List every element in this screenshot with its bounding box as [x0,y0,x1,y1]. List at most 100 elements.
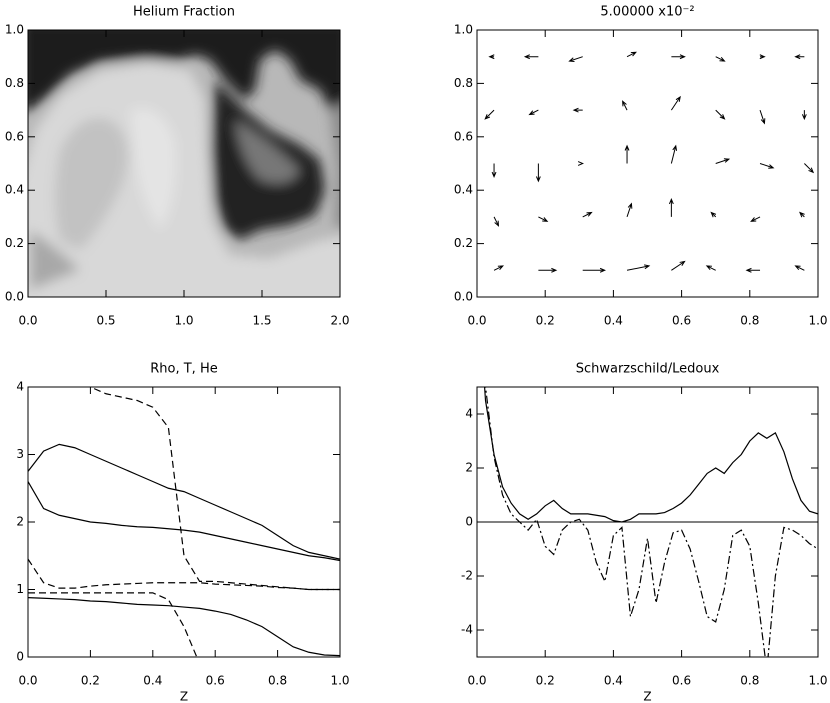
x-tick-label: 0.0 [18,314,37,328]
vector-arrow [671,54,686,60]
vector-arrow [745,267,761,273]
plot-area [28,387,340,657]
y-tick-label: 3 [16,447,24,461]
y-tick-label: 1.0 [5,23,24,37]
x-tick-label: 0.8 [268,674,287,688]
axes-frame [27,386,341,658]
vector-arrow [670,144,678,164]
x-tick-label: 1.0 [808,674,827,688]
axes-frame [476,29,819,298]
y-tick-label: 0.4 [5,183,24,197]
x-tick-label: 0.6 [672,674,691,688]
vector-arrow [626,202,633,218]
y-tick-label: 0.0 [5,290,24,304]
x-tick-label: 2.0 [330,314,349,328]
line-series [28,597,340,657]
y-tick-label: 0.0 [454,290,473,304]
y-tick-label: 4 [465,407,473,421]
x-tick-label: 0.6 [206,674,225,688]
line-series [484,387,818,657]
vector-arrow [705,265,716,271]
vector-arrow [794,265,805,271]
vector-arrow [801,110,807,121]
vector-arrow [804,163,815,174]
vector-arrow [538,267,558,273]
x-tick-label: 0.8 [740,314,759,328]
y-tick-label: 1.0 [454,23,473,37]
y-tick-label: 0 [16,650,24,664]
vector-arrow [535,163,541,183]
vector-arrow [715,158,731,164]
vector-arrow [750,216,761,222]
x-tick-label: 0.4 [604,314,623,328]
vector-arrow [624,144,630,164]
y-tick-label: 4 [16,380,24,394]
plot-area [477,387,818,657]
y-tick-label: -2 [461,569,473,583]
vector-arrow [488,54,495,60]
y-tick-label: 0.8 [454,76,473,90]
y-tick-label: 1 [16,582,24,596]
vector-arrow [759,109,766,125]
line-series [28,592,198,657]
line-series [28,481,340,562]
vector-arrow [484,109,495,120]
vector-arrow [538,216,549,222]
vector-arrow [582,267,606,273]
x-axis-label: Z [180,690,188,703]
vector-arrow [668,198,674,217]
vector-arrow [799,211,805,218]
vector-arrow [626,51,637,58]
x-tick-label: 0.4 [604,674,623,688]
vector-arrow [491,163,497,178]
vector-arrow [528,109,539,116]
y-tick-label: 0.8 [5,76,24,90]
vector-arrow [523,54,539,60]
y-tick-label: 0.6 [454,129,473,143]
vector-arrow [759,54,766,60]
x-tick-label: 0.0 [467,674,486,688]
x-tick-label: 0.2 [536,674,555,688]
vector-arrow [568,56,583,62]
vector-arrow [759,163,775,169]
line-series [28,558,340,591]
vector-arrow [493,265,504,271]
vector-arrow [626,264,651,271]
chart-title: Helium Fraction [133,5,235,20]
axes-frame [27,29,341,298]
chart-title: Schwarzschild/Ledoux [576,362,720,377]
plot-area [484,51,815,273]
x-axis-label: Z [643,690,651,703]
vector-arrow [493,216,500,227]
vector-arrow [794,54,805,60]
x-tick-label: 0.0 [467,314,486,328]
x-tick-label: 1.0 [808,314,827,328]
vector-arrow [715,109,726,120]
vector-arrow [582,211,593,218]
vector-arrow [572,107,583,113]
x-tick-label: 1.0 [330,674,349,688]
chart-title: 5.00000 x10⁻² [600,5,694,20]
y-tick-label: 2 [465,461,473,475]
y-tick-label: 0 [465,515,473,529]
y-tick-label: 0.4 [454,183,473,197]
helium-image [28,30,340,297]
plots: Helium Fraction 0.0 0.5 1.0 1.5 2.0 0.0 0.2 0.4 0… [5,5,828,703]
line-series [89,387,340,591]
x-tick-label: 1.5 [252,314,271,328]
x-tick-label: 0.2 [536,314,555,328]
x-tick-label: 0.2 [81,674,100,688]
line-series [28,443,340,560]
chart-title: Rho, T, He [150,362,217,377]
x-tick-label: 0.5 [96,314,115,328]
vector-arrow [710,211,717,218]
vector-arrow [622,100,628,111]
x-tick-label: 0.4 [143,674,162,688]
x-tick-label: 0.0 [18,674,37,688]
y-tick-label: -4 [461,623,473,637]
x-tick-label: 0.8 [740,674,759,688]
x-tick-label: 0.6 [672,314,691,328]
vector-arrow [670,95,681,111]
